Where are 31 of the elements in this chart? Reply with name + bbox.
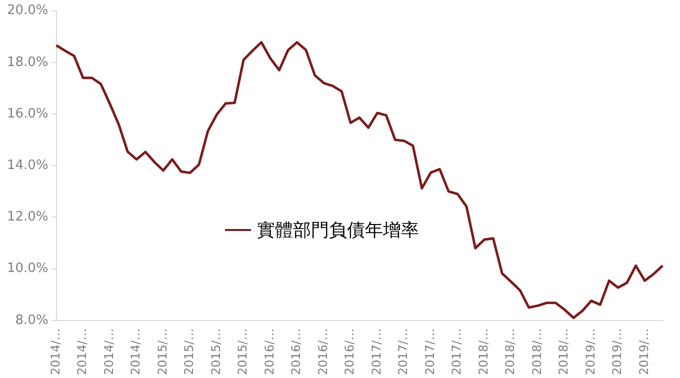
y-tick-label: 18.0% (6, 54, 48, 70)
x-tick-label: 2016/… (342, 328, 357, 376)
x-tick-label: 2015/… (236, 328, 250, 376)
x-tick-label: 2019/… (610, 328, 624, 376)
x-tick-label: 2018/… (530, 328, 544, 376)
x-tick-label: 2019/… (583, 328, 598, 376)
x-tick-label: 2015/… (155, 328, 170, 376)
x-tick-label: 2018/… (556, 328, 571, 376)
x-tick-label: 2015/… (182, 328, 196, 376)
y-tick-label: 10.0% (6, 261, 48, 276)
legend-label: 實體部門負債年增率 (257, 219, 419, 242)
x-tick-label: 2016/… (316, 328, 330, 376)
x-tick-label: 2014/… (75, 328, 90, 376)
x-tick-label: 2018/… (503, 328, 518, 376)
x-tick-label: 2016/… (262, 328, 276, 376)
y-tick-label: 8.0% (15, 312, 48, 328)
x-tick-label: 2017/… (422, 328, 437, 376)
y-tick-label: 12.0% (6, 210, 48, 225)
x-tick-label: 2017/… (396, 328, 410, 376)
x-tick-label: 2014/… (48, 328, 62, 376)
y-tick-label: 16.0% (6, 106, 48, 122)
x-tick-label: 2017/… (450, 328, 464, 376)
x-tick-label: 2016/… (289, 328, 304, 376)
x-tick-label: 2017/… (369, 328, 384, 376)
x-tick-label: 2015/… (208, 328, 223, 376)
x-tick-label: 2018/… (476, 328, 490, 376)
x-tick-label: 2019/… (636, 328, 651, 376)
x-tick-label: 2014/… (102, 328, 116, 376)
x-tick-label: 2014/… (128, 328, 143, 376)
y-tick-label: 14.0% (6, 158, 48, 173)
y-tick-label: 20.0% (6, 3, 48, 18)
